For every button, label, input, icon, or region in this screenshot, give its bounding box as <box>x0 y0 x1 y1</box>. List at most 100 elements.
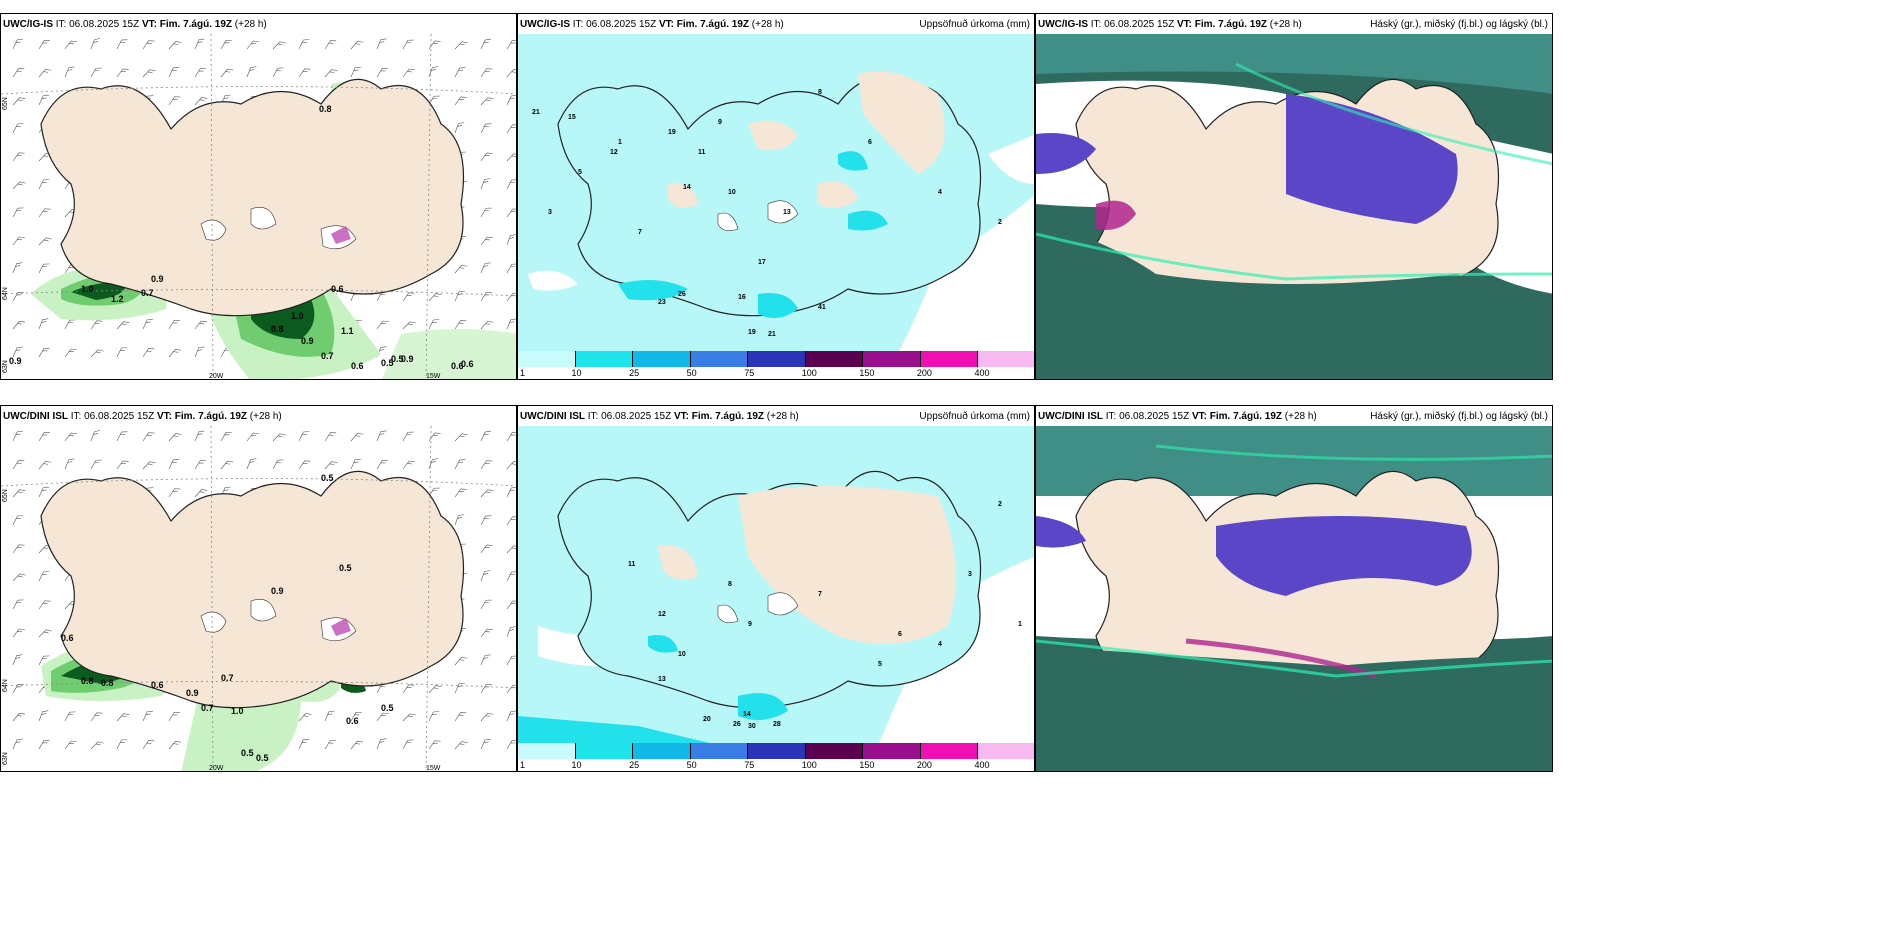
wind-barb-icon <box>506 179 516 190</box>
panel-clouds-dini: UWC/DINI ISL IT: 06.08.2025 15Z VT: Fim.… <box>1035 405 1553 772</box>
wind-barb-icon <box>12 712 26 722</box>
wind-barb-icon <box>142 69 156 78</box>
wind-barb-icon <box>38 655 50 666</box>
wind-barb-icon <box>376 460 388 470</box>
legend-swatch <box>863 351 921 367</box>
map-value-label: 41 <box>818 304 826 311</box>
model-name: UWC/IG-IS <box>1038 19 1088 30</box>
wind-barb-icon <box>38 208 51 218</box>
legend-label: 75 <box>744 368 755 378</box>
map-value-label: 0.7 <box>201 703 214 713</box>
map-value-label: 13 <box>783 209 791 216</box>
wind-barb-icon <box>298 431 310 442</box>
wind-barb-icon <box>506 124 516 134</box>
wind-barb-icon <box>454 41 468 50</box>
wind-barb-icon <box>168 488 181 498</box>
map-wind-precip: 0.50.50.90.70.60.90.81.00.70.60.50.60.80… <box>1 426 516 772</box>
precip-legend: 1 10 25 50 75 100 150 200 400 <box>518 743 1034 771</box>
wind-barb-icon <box>376 430 387 442</box>
wind-barb-icon <box>350 41 364 50</box>
wind-barb-icon <box>168 67 180 78</box>
it-label: IT: <box>1105 411 1117 422</box>
wind-barb-icon <box>506 153 516 162</box>
wind-barb-icon <box>12 236 25 246</box>
wind-barb-icon <box>428 740 441 750</box>
panel-clouds-igis: UWC/IG-IS IT: 06.08.2025 15Z VT: Fim. 7.… <box>1035 13 1553 380</box>
wind-barb-icon <box>480 321 494 330</box>
legend-label: 75 <box>744 760 755 770</box>
wind-barb-icon <box>168 433 182 442</box>
wind-barb-icon <box>90 320 103 330</box>
wind-barb-icon <box>454 96 467 106</box>
iceland-land <box>557 78 981 317</box>
wind-barb-icon <box>64 740 77 750</box>
wind-barb-icon <box>90 430 101 442</box>
legend-swatch <box>518 351 576 367</box>
wind-barb-icon <box>38 461 52 470</box>
wind-barb-icon <box>38 263 50 274</box>
model-name: UWC/IG-IS <box>3 19 53 30</box>
wind-barb-icon <box>454 67 466 78</box>
map-value-label: 26 <box>733 721 741 728</box>
init-time: 06.08.2025 15Z <box>1104 19 1175 30</box>
wind-barb-icon <box>402 739 414 750</box>
wind-barb-icon <box>480 123 492 134</box>
wind-barb-icon <box>12 320 26 330</box>
wind-barb-icon <box>454 265 468 274</box>
wind-barb-icon <box>376 38 387 50</box>
wind-barb-icon <box>506 40 516 50</box>
lat-label-63n: 63N <box>2 752 9 765</box>
map-value-label: 15 <box>568 114 576 121</box>
wind-barb-icon <box>142 432 155 442</box>
wind-barb-icon <box>298 739 310 750</box>
lead-time: (+28 h) <box>751 19 784 30</box>
it-label: IT: <box>572 19 584 30</box>
lon-label-15w: 15W <box>426 373 441 380</box>
map-value-label: 5 <box>578 169 582 176</box>
init-time: 06.08.2025 15Z <box>69 19 140 30</box>
wind-barb-icon <box>168 41 182 50</box>
panel-precip-dini: UWC/DINI ISL IT: 06.08.2025 15Z VT: Fim.… <box>517 405 1035 772</box>
map-value-label: 1.2 <box>111 294 124 304</box>
wind-barb-icon <box>428 432 441 442</box>
wind-barb-icon <box>12 628 25 638</box>
map-value-label: 0.6 <box>151 680 164 690</box>
wind-barb-icon <box>480 178 491 190</box>
wind-barb-icon <box>480 236 493 246</box>
wind-barb-icon <box>38 94 49 106</box>
wind-barb-icon <box>220 39 232 50</box>
panel-wind-precip-dini: UWC/DINI ISL IT: 06.08.2025 15Z VT: Fim.… <box>0 405 517 772</box>
map-clouds <box>1036 426 1552 771</box>
wind-barb-icon <box>168 320 180 330</box>
wind-barb-icon <box>12 515 24 526</box>
wind-barb-icon <box>168 712 180 722</box>
model-name: UWC/IG-IS <box>520 19 570 30</box>
wind-barb-icon <box>246 432 259 442</box>
wind-barb-icon <box>246 458 257 470</box>
map-value-label: 10 <box>678 651 686 658</box>
lat-label-64n: 64N <box>2 287 9 300</box>
map-value-label: 6 <box>868 139 872 146</box>
wind-barb-icon <box>428 95 440 106</box>
wind-barb-icon <box>64 319 76 330</box>
map-value-label: 1.1 <box>341 326 354 336</box>
wind-barb-icon <box>428 66 439 78</box>
wind-barb-icon <box>402 713 416 722</box>
lon-label-20w: 20W <box>209 765 224 772</box>
map-value-label: 0.9 <box>401 354 414 364</box>
map-value-label: 12 <box>610 149 618 156</box>
valid-time: VT: Fim. 7.ágú. 19Z <box>1191 411 1282 422</box>
legend-label: 50 <box>686 368 697 378</box>
wind-barb-icon <box>428 685 442 694</box>
lat-label-65n: 65N <box>2 97 9 110</box>
map-value-label: 0.5 <box>391 354 404 364</box>
wind-barb-icon <box>116 431 128 442</box>
wind-barb-icon <box>38 237 52 246</box>
init-time: 06.08.2025 15Z <box>586 19 657 30</box>
wind-barb-icon <box>38 318 49 330</box>
map-value-label: 3 <box>548 209 552 216</box>
wind-barb-icon <box>12 38 23 50</box>
legend-label: 400 <box>974 760 990 770</box>
map-value-label: 7 <box>818 591 822 598</box>
wind-barb-icon <box>220 68 234 78</box>
